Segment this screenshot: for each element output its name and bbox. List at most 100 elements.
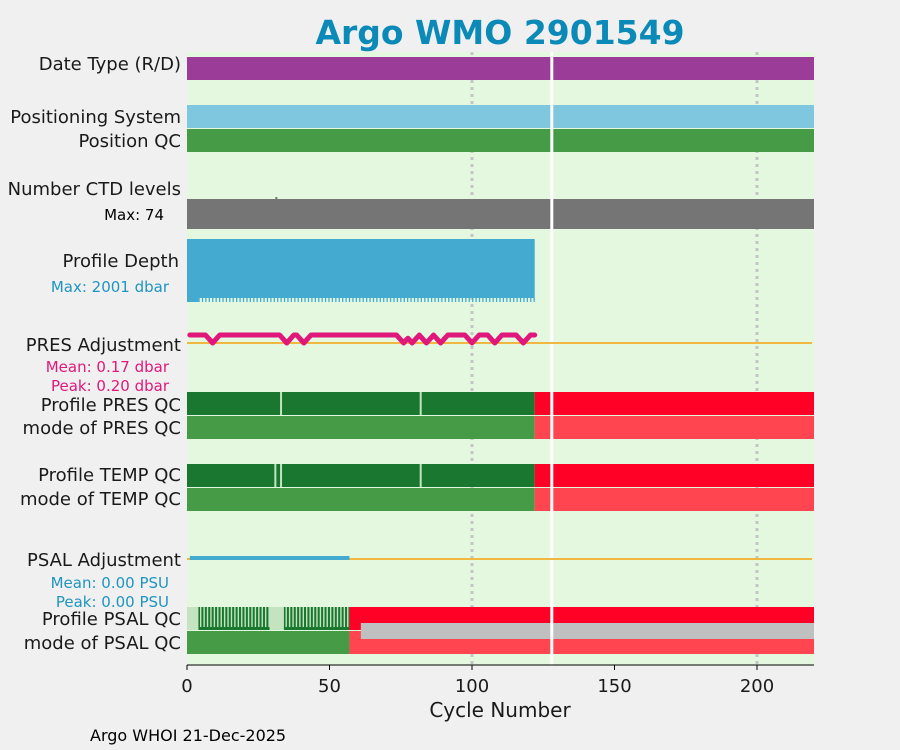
mode_pres_qc-segment-1 [534,416,814,439]
depth-tick [318,298,320,302]
label-psal-peak: Peak: 0.00 PSU [56,593,169,611]
depth-tick [444,298,446,302]
label-profile-pres-qc: Profile PRES QC [41,395,181,416]
depth-tick [475,298,477,302]
depth-tick [420,298,422,302]
label-positioning-system: Positioning System [10,107,181,128]
depth-tick [246,298,248,302]
depth-tick [506,298,508,302]
depth-tick [492,298,494,302]
x-tick-label-0: 0 [181,676,192,697]
depth-tick [502,298,505,302]
profile_psal_qc-stripe [223,607,226,627]
profile_psal_qc-stripe [309,607,311,627]
x-axis-label: Cycle Number [429,698,571,722]
label-ctd-levels: Number CTD levels [8,179,181,200]
depth-tick [201,298,204,302]
x-axis: 0 50 100 150 200 [181,664,814,697]
mode_temp_qc-segment-1 [534,488,814,511]
depth-tick [434,298,436,302]
label-position-qc: Position QC [78,131,181,152]
depth-tick [304,298,306,302]
depth-tick [461,298,464,302]
depth-tick [208,298,210,302]
depth-tick [365,298,368,302]
row-labels: Date Type (R/D) Positioning System Posit… [8,54,181,654]
profile_psal_qc-stripe [319,607,322,627]
depth-tick [451,298,453,302]
profile_psal_qc-stripe [230,607,233,627]
depth-tick [294,298,296,302]
label-profile-temp-qc: Profile TEMP QC [38,465,181,486]
label-depth-max: Max: 2001 dbar [51,278,170,296]
profile_psal_qc-stripe [254,607,257,627]
depth-tick [427,298,429,302]
label-profile-depth: Profile Depth [62,251,179,272]
depth-tick [396,298,399,302]
depth-tick [345,298,347,302]
profile_temp_qc-mark-82 [419,464,422,487]
profile_psal_qc-stripe [295,607,298,627]
depth-tick [218,298,221,302]
depth-tick [448,298,450,302]
depth-tick [359,298,361,302]
depth-tick [198,298,200,302]
depth-tick [407,298,409,302]
profile_psal_qc-stripe [203,607,205,627]
cycle-gap-line [550,52,554,665]
depth-tick [386,298,388,302]
depth-tick [225,298,228,302]
depth-tick [338,298,340,302]
label-mode-pres-qc: mode of PRES QC [23,418,181,439]
profile_temp_qc-segment-0 [187,464,535,487]
profile_psal_qc-stripe [237,607,240,627]
profile_psal_qc-stripe [312,607,315,627]
label-psal-mean: Mean: 0.00 PSU [51,574,169,592]
depth-tick [342,298,344,302]
plot-area [187,52,814,665]
profile_psal_qc-stripe [302,607,304,627]
profile_pres_qc-segment-1 [534,392,814,415]
depth-tick [307,298,310,302]
depth-tick [352,298,354,302]
profile_psal_qc-stripe [258,607,260,627]
profile_psal_qc-stripe [220,607,222,627]
depth-tick [314,298,316,302]
depth-tick [523,298,525,302]
label-psal-adjustment: PSAL Adjustment [27,550,181,571]
profile_psal_qc-stripe [336,607,339,627]
pres-adjustment-line [187,332,538,346]
depth-tick [256,298,258,302]
depth-tick [283,298,286,302]
profile_temp_qc-mark-31 [274,464,277,487]
depth-tick [516,298,518,302]
depth-tick [335,298,337,302]
profile_psal_qc-stripe [210,607,212,627]
label-ctd-max: Max: 74 [104,206,164,224]
depth-tick [533,298,535,302]
depth-tick [324,298,327,302]
positioning_system-segment-0 [187,105,814,128]
depth-tick [369,298,371,302]
depth-tick [400,298,402,302]
profile_psal_qc-stripe [206,607,209,627]
profile_pres_qc-segment-0 [187,392,535,415]
depth-tick [413,298,416,302]
profile_psal_qc-stripe [261,607,263,627]
depth-tick [410,298,412,302]
depth-tick [437,298,440,302]
mode_psal_qc-segment-0 [187,631,350,654]
depth-tick [376,298,378,302]
depth-tick [212,298,214,302]
depth-tick [187,298,199,302]
label-mode-psal-qc: mode of PSAL QC [24,633,181,654]
depth-tick [222,298,224,302]
depth-tick [362,298,364,302]
depth-tick [513,298,515,302]
depth-tick [389,298,392,302]
depth-tick [259,298,262,302]
profile_psal_qc-stripe [244,607,246,627]
depth-tick [372,298,375,302]
depth-tick [495,298,498,302]
x-tick-label-100: 100 [455,676,489,697]
